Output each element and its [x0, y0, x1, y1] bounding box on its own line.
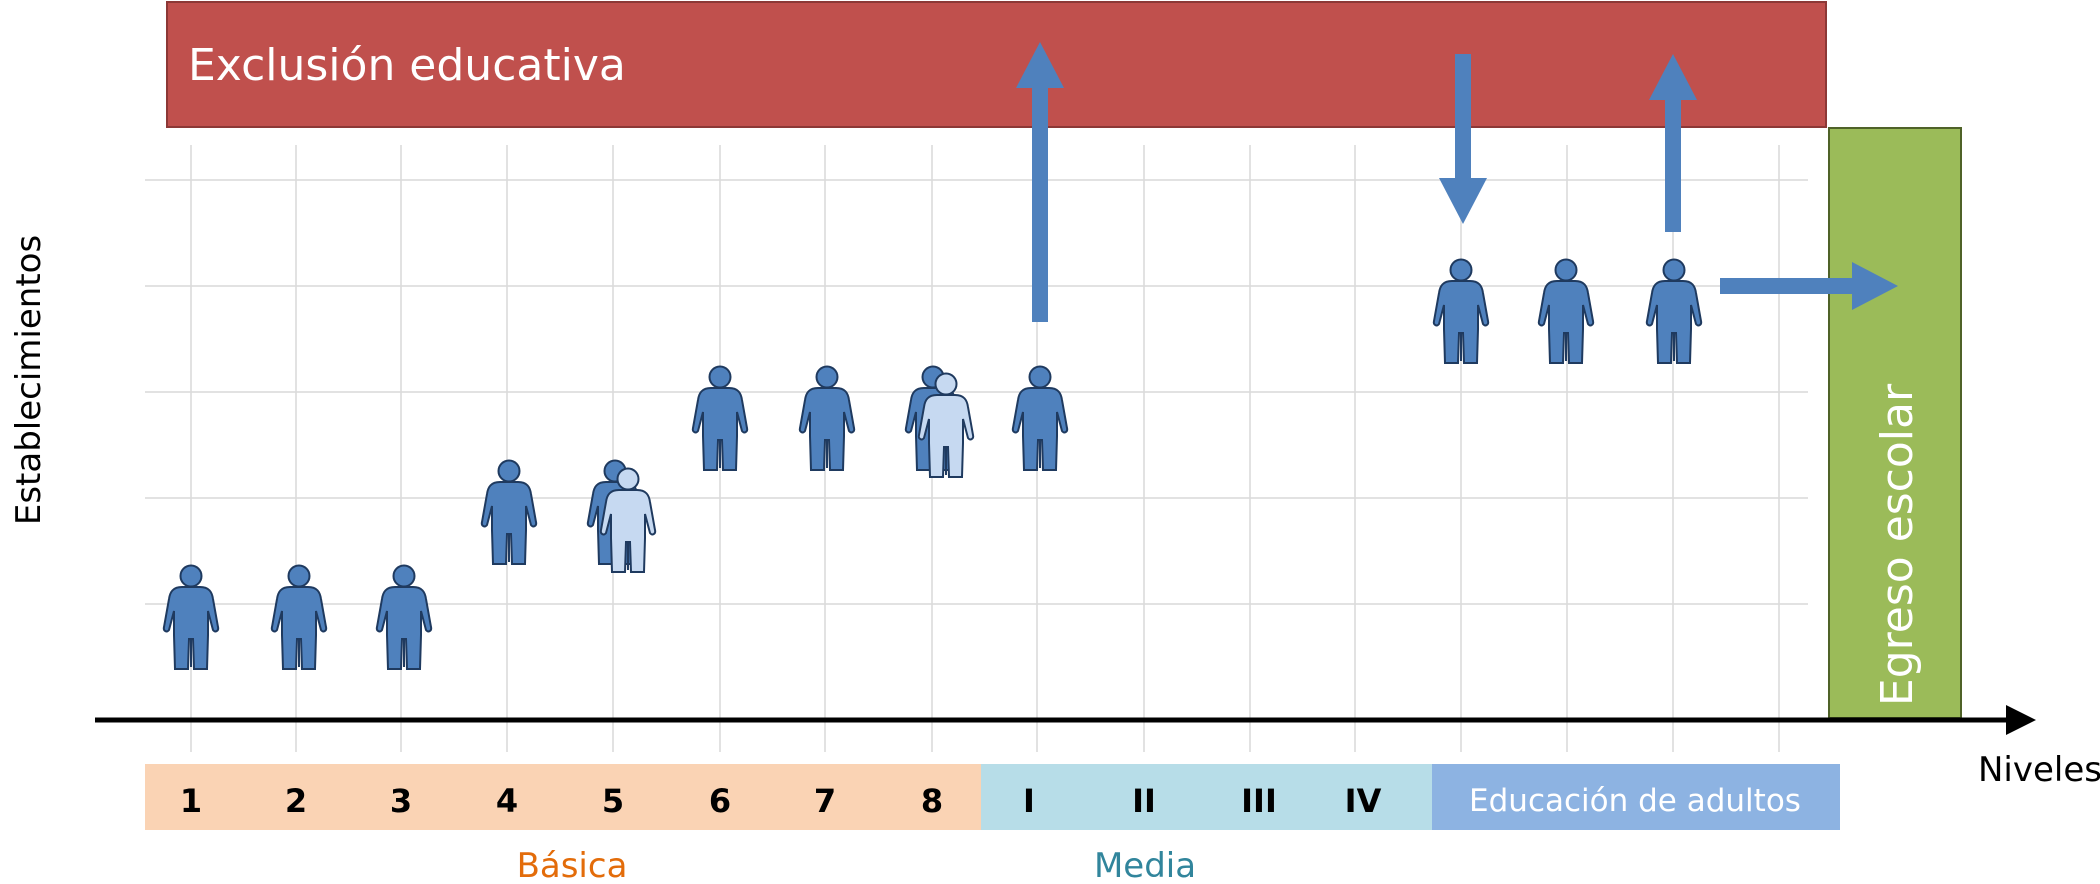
- exclusion-banner-title: Exclusión educativa: [188, 40, 626, 91]
- y-axis-label: Establecimientos: [9, 235, 49, 525]
- level-label: 6: [709, 782, 731, 820]
- exclusion-banner: [166, 1, 1827, 128]
- arrow-right-icon: [1720, 262, 1898, 310]
- level-label: 1: [180, 782, 202, 820]
- arrows: [1016, 42, 1898, 322]
- level-label: IV: [1345, 782, 1382, 820]
- person-icon: [798, 365, 856, 471]
- person-icon: [375, 564, 433, 670]
- adultos-band: [1432, 764, 1840, 830]
- media-label: Media: [1094, 846, 1196, 884]
- exit-box-label: Egreso escolar: [1872, 383, 1923, 706]
- person-icon: [691, 365, 749, 471]
- person-icon: [480, 459, 538, 565]
- level-label: II: [1132, 782, 1156, 820]
- level-label: 4: [496, 782, 518, 820]
- level-label: 3: [390, 782, 412, 820]
- basica-band: [145, 764, 981, 830]
- media-band: [981, 764, 1432, 830]
- level-label: 5: [602, 782, 624, 820]
- level-label: III: [1241, 782, 1277, 820]
- adultos-label: Educación de adultos: [1469, 783, 1801, 819]
- level-label: I: [1023, 782, 1035, 820]
- x-axis-label: Niveles: [1978, 750, 2100, 790]
- person-icon: [1645, 258, 1703, 364]
- person-icon: [1432, 258, 1490, 364]
- arrow-up-icon: [1016, 42, 1064, 322]
- grid: [145, 145, 1808, 752]
- level-label: 7: [814, 782, 836, 820]
- person-icon: [1537, 258, 1595, 364]
- level-label: 8: [921, 782, 943, 820]
- person-icon: [1011, 365, 1069, 471]
- exit-box: [1828, 127, 1962, 719]
- x-axis-arrowhead: [2006, 705, 2036, 735]
- level-label: 2: [285, 782, 307, 820]
- arrow-down-icon: [1439, 54, 1487, 224]
- person-icon: [270, 564, 328, 670]
- person-icon: [162, 564, 220, 670]
- basica-label: Básica: [517, 846, 628, 884]
- arrow-up-icon: [1649, 54, 1697, 232]
